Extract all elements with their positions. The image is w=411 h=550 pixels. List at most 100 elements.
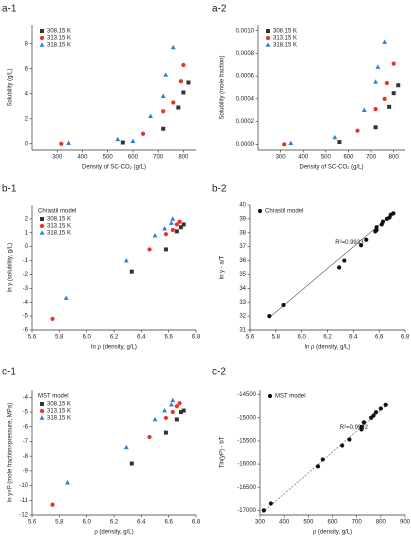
marker [396,83,401,88]
x-tick-label: 900 [400,520,411,526]
marker [282,142,287,147]
y-tick-label: 34 [239,286,246,292]
x-tick-label: 6.2 [323,335,332,341]
legend-marker [265,42,271,47]
x-tick-label: 700 [366,155,377,161]
y-tick-label: 31 [239,328,246,334]
y-tick-label: 38 [239,230,246,236]
marker [163,247,168,252]
x-tick-label: 6.4 [137,520,146,526]
marker [177,401,182,406]
marker [268,501,273,506]
marker [337,140,342,145]
marker [181,408,186,413]
marker [163,430,168,435]
legend-label: 308.15 K [47,217,71,223]
marker [129,461,134,466]
x-tick-label: 5.8 [272,335,281,341]
marker [63,295,69,300]
marker [161,126,166,131]
marker [361,420,367,425]
x-tick-label: 400 [77,155,88,161]
marker [181,222,186,227]
marker [358,243,364,248]
legend-marker [39,230,45,235]
panel-label: a-2 [212,4,227,15]
panel-label: b-2 [212,184,227,195]
x-tick-label: 700 [352,520,363,526]
y-tick-label: 8 [25,41,29,47]
marker [347,437,352,442]
marker [129,269,134,274]
y-tick-label: -12 [19,513,28,519]
marker [181,62,186,68]
marker [147,247,152,252]
y-tick-label: 36 [239,258,246,264]
marker [382,96,387,101]
x-tick-label: 500 [303,520,314,526]
marker [163,72,169,77]
y-axis-title: Tln(yP) - bT [220,436,226,468]
marker [361,107,367,113]
marker [181,90,186,95]
y-tick-label: -4 [23,300,29,306]
marker [174,404,179,409]
x-tick-label: 6.0 [82,335,91,341]
x-tick-label: 6.2 [110,335,119,341]
marker [161,109,166,114]
x-tick-label: 6.4 [137,335,146,341]
y-tick-label: -6 [23,328,29,334]
legend-marker [40,402,44,406]
x-axis-title: ln ρ (density, g/L) [91,345,137,351]
legend-label: 318.15 K [47,231,71,237]
marker [178,79,183,84]
x-axis-title: Density of SC-CO₂ (g/L) [299,165,363,171]
marker [163,232,169,237]
x-tick-label: 5.8 [55,520,64,526]
marker [50,502,55,507]
y-tick-label: -11 [20,498,29,504]
marker [281,302,286,308]
x-tick-label: 6.0 [297,335,306,341]
y-axis-title: ln y (solubility, g/L) [8,243,14,292]
x-axis-title: ρ (density, g/L) [94,530,133,536]
legend-label: 308.15 K [273,29,297,35]
marker [374,225,379,230]
legend-marker [39,35,45,41]
x-tick-label: 400 [298,155,309,161]
marker [163,415,169,421]
legend-marker [39,408,45,414]
marker [123,444,129,450]
y-tick-label: -14500 [237,392,256,398]
marker [355,128,360,133]
panel-label: c-1 [2,367,16,378]
y-tick-label: 1 [25,230,29,236]
marker [65,480,70,485]
marker [160,93,166,99]
legend-marker [39,42,45,47]
x-tick-label: 6.2 [110,520,119,526]
marker [340,443,345,448]
x-tick-label: 6.8 [401,335,410,341]
legend-label: 308.15 K [47,402,71,408]
x-tick-label: 800 [389,155,400,161]
legend-label: 318.15 K [47,43,71,49]
y-tick-label: 6 [25,66,29,72]
marker [115,136,121,142]
marker [66,140,71,145]
marker [147,434,152,440]
marker [176,105,181,110]
y-tick-label: 0 [25,141,29,147]
x-axis-title: ρ (density, g/L) [313,530,352,536]
annotation: R²=0.9933 [335,240,364,246]
legend-label: 313.15 K [47,224,71,230]
x-tick-label: 500 [321,155,332,161]
legend-label: 318.15 K [47,416,71,422]
y-tick-label: -15000 [237,415,256,421]
marker [373,106,378,112]
marker [387,104,392,109]
legend-title: MST model [38,394,69,400]
marker [382,39,388,44]
marker [315,464,321,469]
x-tick-label: 5.6 [28,520,37,526]
